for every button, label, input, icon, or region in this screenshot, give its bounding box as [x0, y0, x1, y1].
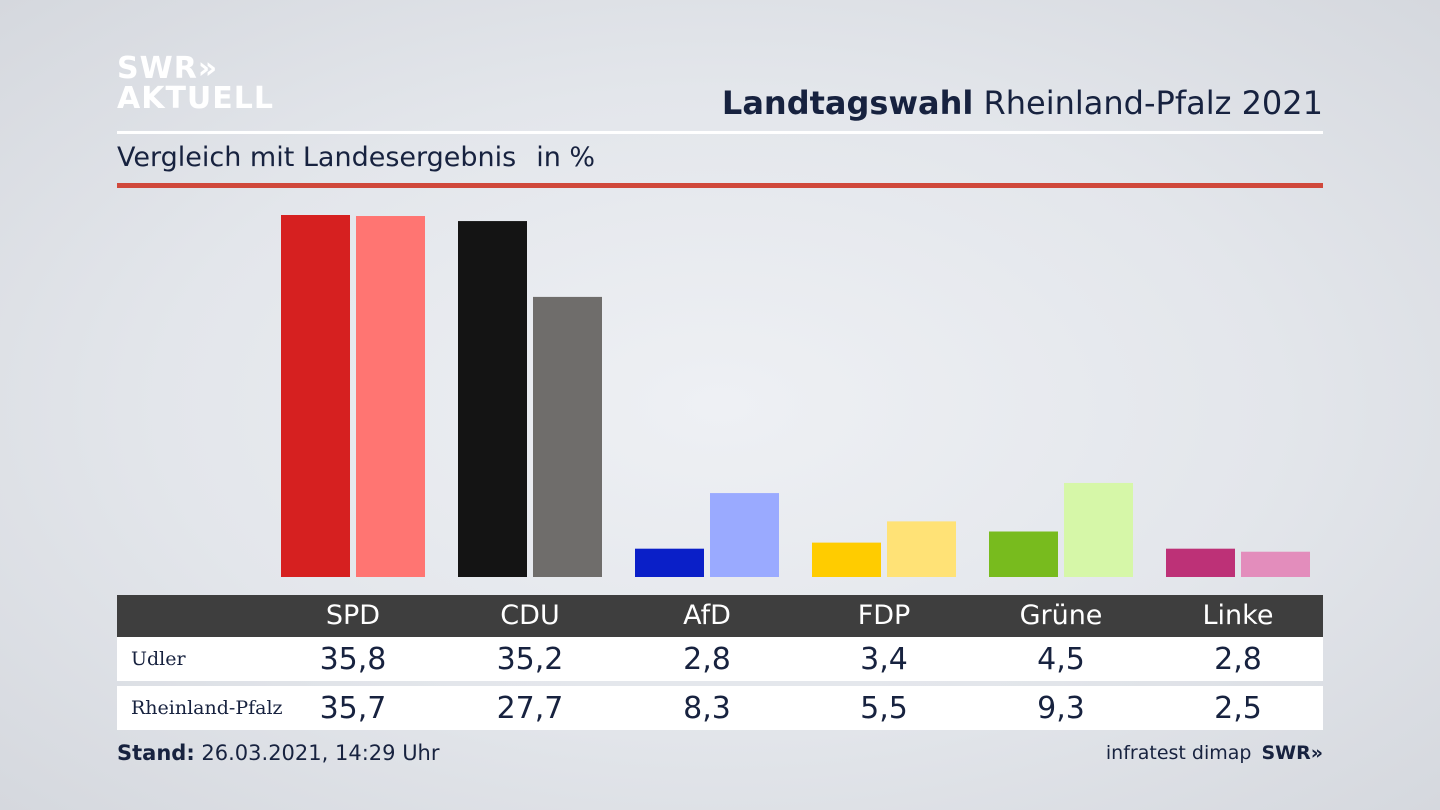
title-divider [117, 131, 1323, 134]
value-cdu-udler: 35,2 [496, 642, 564, 677]
source-info: infratest dimap SWR» [1106, 742, 1323, 764]
value-fdp-rheinland-pfalz: 5,5 [860, 691, 908, 726]
title-rest: Rheinland-Pfalz 2021 [983, 84, 1323, 122]
logo-line-1: SWR» [117, 51, 219, 86]
column-header-cdu: CDU [500, 600, 560, 631]
bar-cdu-rheinland-pfalz [533, 296, 602, 577]
value-gruene-udler: 4,5 [1037, 642, 1085, 677]
row-label-udler: Udler [131, 648, 186, 670]
swr-brand-logo: SWR» [1261, 742, 1323, 764]
table-row-rheinland-pfalz: Rheinland-Pfalz 35,7 27,7 8,3 5,5 9,3 2,5 [117, 686, 1323, 730]
column-header-gruene: Grüne [1019, 600, 1103, 631]
logo-line-2: AKTUELL [117, 81, 275, 116]
page-title: Landtagswahl Rheinland-Pfalz 2021 [722, 84, 1323, 122]
column-header-spd: SPD [325, 600, 381, 631]
row-label-rheinland-pfalz: Rheinland-Pfalz [131, 697, 283, 719]
value-linke-rheinland-pfalz: 2,5 [1214, 691, 1262, 726]
source-label: infratest dimap [1105, 742, 1252, 764]
chart-subtitle: Vergleich mit Landesergebnis in % [117, 142, 595, 173]
stand-value: 26.03.2021, 14:29 Uhr [201, 741, 440, 765]
title-bold: Landtagswahl [721, 84, 974, 122]
value-spd-rheinland-pfalz: 35,7 [319, 691, 387, 726]
bar-spd-rheinland-pfalz [356, 216, 425, 577]
stand-info: Stand: 26.03.2021, 14:29 Uhr [117, 741, 440, 765]
value-afd-udler: 2,8 [683, 642, 731, 677]
value-cdu-rheinland-pfalz: 27,7 [496, 691, 564, 726]
bar-gruene-rheinland-pfalz [1064, 482, 1133, 577]
table-row-udler: Udler 35,8 35,2 2,8 3,4 4,5 2,8 [117, 637, 1323, 681]
value-spd-udler: 35,8 [319, 642, 387, 677]
column-header-afd: AfD [683, 600, 731, 631]
bar-fdp-udler [812, 542, 881, 577]
bar-chart [281, 215, 1310, 578]
table-header-row: SPD CDU AfD FDP Grüne Linke [117, 595, 1323, 637]
bar-afd-rheinland-pfalz [710, 493, 779, 577]
bar-spd-udler [281, 215, 350, 577]
bar-linke-udler [1166, 548, 1235, 577]
bar-afd-udler [635, 548, 704, 577]
value-gruene-rheinland-pfalz: 9,3 [1037, 691, 1085, 726]
value-linke-udler: 2,8 [1214, 642, 1262, 677]
column-header-linke: Linke [1202, 600, 1274, 631]
value-afd-rheinland-pfalz: 8,3 [683, 691, 731, 726]
subtitle-unit: in % [536, 142, 596, 173]
bar-cdu-udler [458, 221, 527, 578]
stand-label: Stand: [117, 741, 195, 765]
bar-linke-rheinland-pfalz [1241, 551, 1310, 577]
subtitle-divider [117, 183, 1323, 188]
bar-gruene-udler [989, 531, 1058, 577]
bar-fdp-rheinland-pfalz [887, 521, 956, 577]
swr-aktuell-logo: SWR» AKTUELL [117, 54, 274, 114]
value-fdp-udler: 3,4 [860, 642, 908, 677]
subtitle-text: Vergleich mit Landesergebnis [117, 142, 517, 173]
column-header-fdp: FDP [857, 600, 911, 631]
